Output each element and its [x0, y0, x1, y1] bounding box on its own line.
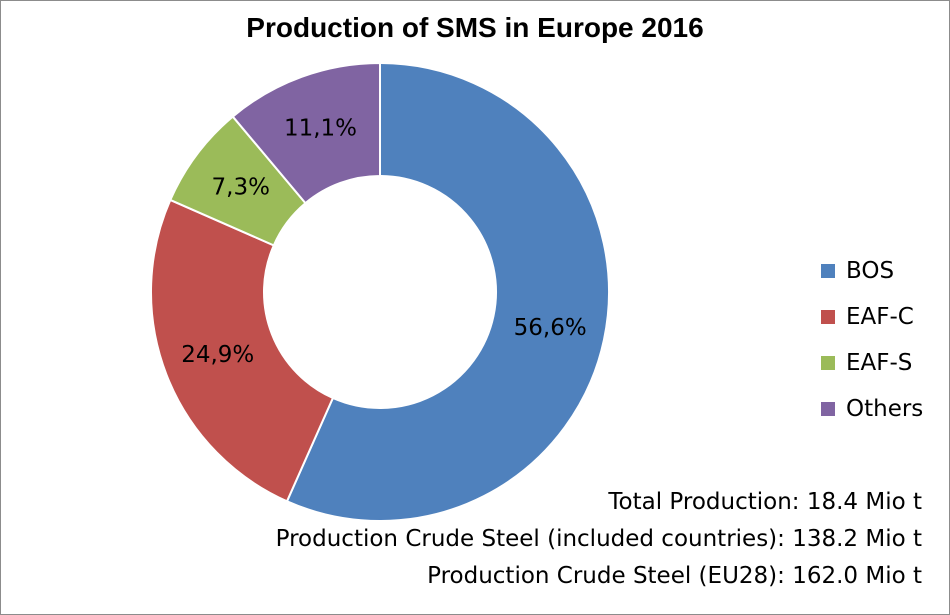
annotation-crude-steel-eu28: Production Crude Steel (EU28): 162.0 Mio…: [427, 563, 922, 589]
slice-label-bos: 56,6%: [514, 315, 587, 341]
legend-swatch-eaf-c: [821, 310, 835, 324]
slice-label-eaf-c: 24,9%: [181, 342, 254, 368]
legend-label-eaf-s: EAF-S: [846, 350, 913, 376]
legend-item-eaf-s: EAF-S: [821, 340, 923, 386]
legend-swatch-eaf-s: [821, 356, 835, 370]
slice-bos: [285, 61, 610, 522]
legend-swatch-bos: [821, 264, 835, 278]
legend-label-bos: BOS: [846, 258, 895, 284]
legend-label-eaf-c: EAF-C: [846, 304, 914, 330]
chart-annotations: Total Production: 18.4 Mio t Production …: [276, 484, 922, 595]
legend-item-others: Others: [821, 386, 923, 432]
legend-label-others: Others: [846, 396, 924, 422]
legend-item-bos: BOS: [821, 248, 923, 294]
annotation-crude-steel-included: Production Crude Steel (included countri…: [275, 526, 922, 552]
chart-title: Production of SMS in Europe 2016: [246, 12, 704, 43]
slice-others: [231, 61, 381, 205]
chart-legend: BOS EAF-C EAF-S Others: [821, 248, 923, 432]
slice-label-others: 11,1%: [284, 115, 357, 141]
legend-item-eaf-c: EAF-C: [821, 294, 923, 340]
annotation-total-production: Total Production: 18.4 Mio t: [608, 489, 922, 515]
slice-label-eaf-s: 7,3%: [212, 175, 270, 201]
slice-eaf-c: [150, 198, 335, 503]
legend-swatch-others: [821, 402, 835, 416]
